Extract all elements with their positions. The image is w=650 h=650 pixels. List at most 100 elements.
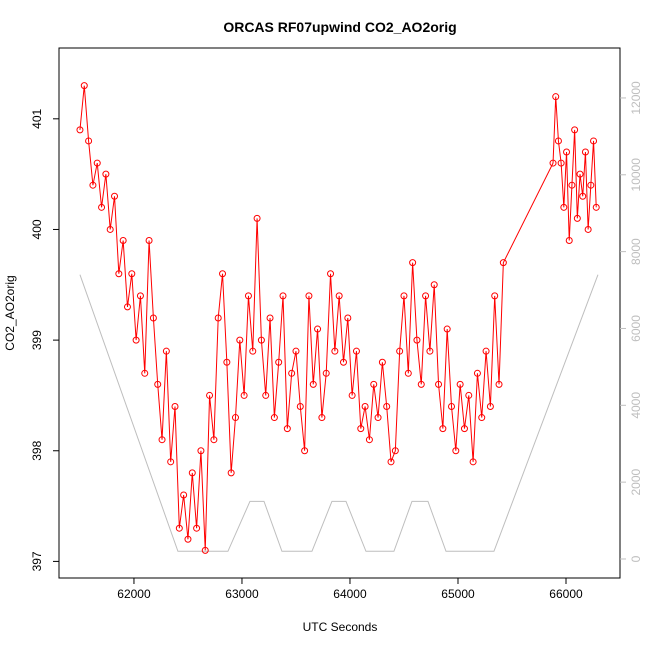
data-point bbox=[344, 314, 352, 322]
y2-tick-label: 6000 bbox=[629, 315, 643, 342]
data-point bbox=[288, 369, 296, 377]
data-point bbox=[197, 447, 205, 455]
data-point bbox=[318, 414, 326, 422]
y-tick-label: 398 bbox=[30, 440, 44, 460]
data-point bbox=[98, 203, 106, 211]
y-tick-label: 400 bbox=[30, 219, 44, 239]
data-point bbox=[257, 336, 265, 344]
data-point bbox=[422, 292, 430, 300]
y-axis-label: CO2_AO2orig bbox=[3, 275, 17, 350]
data-point bbox=[590, 137, 598, 145]
data-point bbox=[409, 259, 417, 267]
data-point bbox=[400, 292, 408, 300]
data-point bbox=[201, 546, 209, 554]
data-point bbox=[443, 325, 451, 333]
data-point bbox=[361, 402, 369, 410]
data-point bbox=[482, 347, 490, 355]
data-point bbox=[452, 447, 460, 455]
data-point bbox=[374, 414, 382, 422]
data-point bbox=[240, 391, 248, 399]
x-axis-label: UTC Seconds bbox=[303, 620, 378, 634]
data-point bbox=[314, 325, 322, 333]
x-tick-label: 65000 bbox=[441, 587, 475, 601]
chart-title: ORCAS RF07upwind CO2_AO2orig bbox=[223, 19, 456, 35]
data-point bbox=[495, 380, 503, 388]
data-point bbox=[370, 380, 378, 388]
data-point bbox=[253, 214, 261, 222]
data-point bbox=[80, 82, 88, 90]
data-point bbox=[175, 524, 183, 532]
data-point bbox=[93, 159, 101, 167]
data-point bbox=[568, 181, 576, 189]
plot-frame bbox=[58, 47, 621, 579]
data-point bbox=[305, 292, 313, 300]
data-point bbox=[573, 214, 581, 222]
data-point bbox=[552, 93, 560, 101]
data-point bbox=[266, 314, 274, 322]
data-point bbox=[491, 292, 499, 300]
data-point bbox=[331, 347, 339, 355]
data-point bbox=[210, 436, 218, 444]
data-point bbox=[119, 237, 127, 245]
data-point bbox=[283, 425, 291, 433]
data-point bbox=[301, 447, 309, 455]
data-point bbox=[473, 369, 481, 377]
data-point bbox=[244, 292, 252, 300]
data-point bbox=[171, 402, 179, 410]
data-point bbox=[465, 391, 473, 399]
data-point bbox=[193, 524, 201, 532]
data-point bbox=[549, 159, 557, 167]
data-point bbox=[206, 391, 214, 399]
data-point bbox=[378, 358, 386, 366]
data-point bbox=[309, 380, 317, 388]
data-point bbox=[136, 292, 144, 300]
data-point bbox=[111, 192, 119, 200]
data-point bbox=[396, 347, 404, 355]
data-point bbox=[89, 181, 97, 189]
data-point bbox=[448, 402, 456, 410]
data-point bbox=[469, 458, 477, 466]
data-point bbox=[581, 148, 589, 156]
data-point bbox=[430, 281, 438, 289]
data-point bbox=[557, 159, 565, 167]
data-point bbox=[417, 380, 425, 388]
data-point bbox=[184, 535, 192, 543]
data-point bbox=[592, 203, 600, 211]
series-line bbox=[79, 274, 599, 552]
data-point bbox=[158, 436, 166, 444]
x-tick-label: 66000 bbox=[549, 587, 583, 601]
data-point bbox=[76, 126, 84, 134]
data-point bbox=[262, 391, 270, 399]
x-tick-label: 63000 bbox=[225, 587, 259, 601]
data-point bbox=[486, 402, 494, 410]
y-tick-label: 399 bbox=[30, 330, 44, 350]
data-point bbox=[584, 225, 592, 233]
data-point bbox=[145, 237, 153, 245]
data-point bbox=[149, 314, 157, 322]
data-point bbox=[292, 347, 300, 355]
data-point bbox=[365, 436, 373, 444]
data-point bbox=[128, 270, 136, 278]
data-point bbox=[571, 126, 579, 134]
data-point bbox=[352, 347, 360, 355]
x-tick-label: 64000 bbox=[333, 587, 367, 601]
data-point bbox=[579, 192, 587, 200]
data-point bbox=[115, 270, 123, 278]
data-point bbox=[426, 347, 434, 355]
data-point bbox=[391, 447, 399, 455]
data-point bbox=[214, 314, 222, 322]
data-point bbox=[435, 380, 443, 388]
data-point bbox=[460, 425, 468, 433]
data-point bbox=[102, 170, 110, 178]
data-point bbox=[223, 358, 231, 366]
data-point bbox=[188, 469, 196, 477]
data-point bbox=[231, 414, 239, 422]
y2-tick-label: 12000 bbox=[629, 81, 643, 115]
y-tick-label: 397 bbox=[30, 551, 44, 571]
data-point bbox=[322, 369, 330, 377]
data-point bbox=[565, 237, 573, 245]
data-point bbox=[439, 425, 447, 433]
data-point bbox=[560, 203, 568, 211]
data-point bbox=[279, 292, 287, 300]
